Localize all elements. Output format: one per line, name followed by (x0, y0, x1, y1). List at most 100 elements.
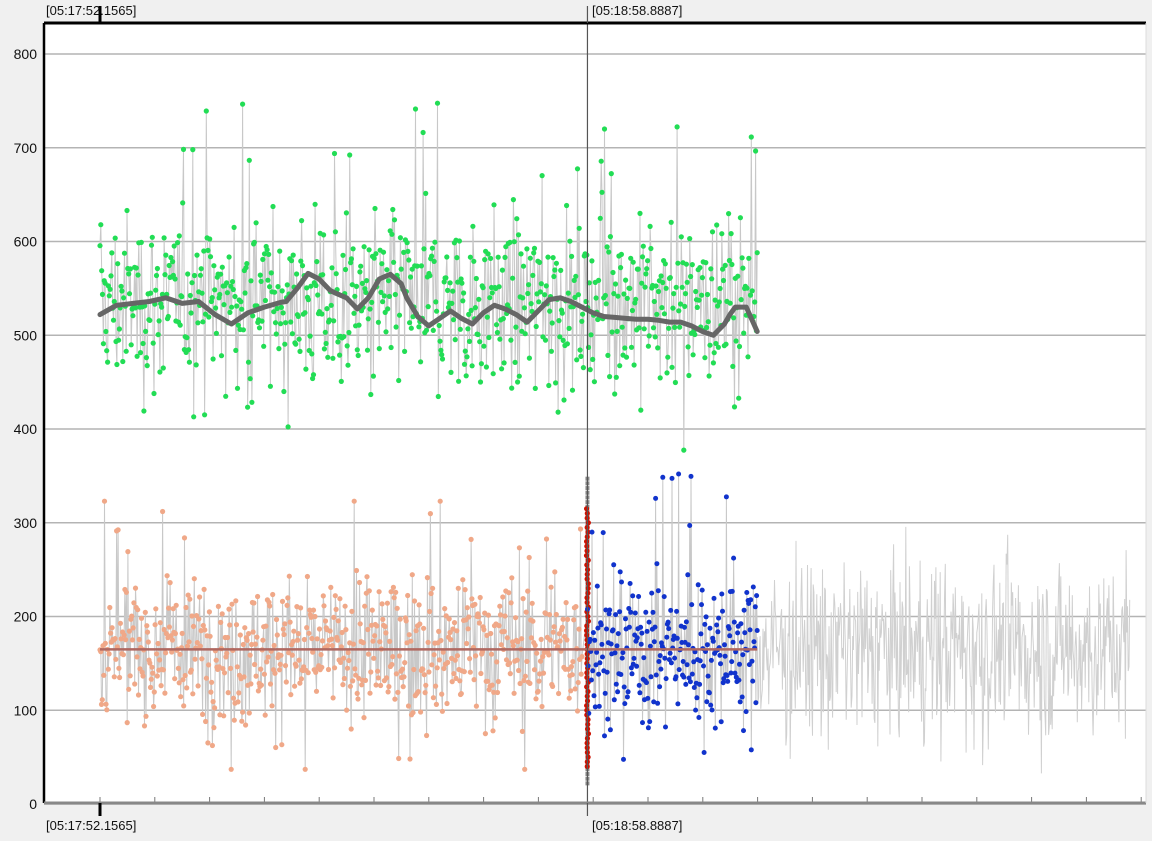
green-point (253, 220, 259, 226)
green-point (297, 348, 303, 354)
green-point (573, 273, 579, 279)
blue-point (720, 680, 726, 686)
blue-point (722, 642, 727, 648)
blue-point (627, 581, 633, 586)
salmon-point (181, 703, 187, 709)
green-point (242, 290, 248, 296)
blue-point (704, 699, 710, 705)
green-point (579, 318, 585, 324)
green-point (493, 322, 500, 328)
green-point (185, 271, 191, 277)
blue-point (643, 609, 649, 615)
green-point (672, 379, 679, 386)
green-point (108, 273, 114, 279)
green-point (288, 258, 295, 264)
green-point (100, 341, 106, 347)
salmon-point (205, 740, 211, 746)
green-point (558, 267, 564, 273)
blue-point (649, 590, 655, 596)
salmon-point (211, 725, 217, 731)
salmon-point (533, 696, 539, 702)
salmon-point (172, 676, 178, 682)
salmon-point (396, 653, 402, 659)
green-point (143, 355, 149, 361)
green-point (290, 252, 296, 258)
green-point (635, 266, 641, 272)
blue-point (744, 590, 750, 595)
green-point (555, 409, 561, 415)
green-point (213, 305, 219, 311)
green-point (486, 334, 492, 341)
blue-point (644, 628, 650, 634)
blue-point (646, 619, 652, 625)
blue-point (685, 642, 691, 648)
salmon-point (555, 644, 561, 650)
green-point (745, 354, 751, 360)
salmon-point (439, 691, 445, 697)
green-point (602, 292, 609, 299)
green-point (342, 266, 349, 273)
blue-point (666, 626, 672, 632)
salmon-point (557, 638, 563, 644)
green-point (663, 285, 669, 291)
blue-point (721, 676, 727, 682)
blue-point (701, 750, 707, 755)
salmon-point (579, 654, 585, 660)
green-point (412, 106, 419, 112)
green-point (247, 376, 253, 382)
blue-point (602, 690, 608, 696)
green-point (624, 295, 630, 301)
green-point (604, 244, 610, 250)
salmon-point (272, 670, 278, 676)
green-point (672, 324, 678, 330)
blue-point (613, 681, 619, 687)
blue-point (641, 655, 647, 661)
salmon-point (354, 690, 360, 697)
blue-point (748, 597, 754, 603)
salmon-point (395, 689, 401, 696)
green-point (332, 229, 338, 235)
green-point (299, 263, 306, 269)
blue-point (651, 699, 657, 705)
green-point (645, 343, 652, 349)
salmon-point (148, 676, 154, 682)
salmon-point (538, 636, 544, 643)
green-point (114, 361, 120, 368)
blue-point (625, 689, 631, 695)
salmon-point (192, 656, 198, 662)
green-point (494, 329, 500, 336)
salmon-point (362, 677, 369, 684)
salmon-point (541, 649, 547, 656)
salmon-point (218, 619, 224, 626)
green-point (256, 325, 263, 331)
green-point (201, 248, 207, 254)
blue-point (590, 668, 596, 674)
blue-point (737, 661, 742, 667)
green-point (685, 344, 691, 350)
salmon-point (242, 625, 248, 631)
green-point (250, 313, 256, 319)
salmon-point (331, 614, 337, 621)
green-point (423, 327, 430, 333)
salmon-point (152, 622, 158, 628)
green-point (133, 265, 139, 271)
salmon-point (577, 526, 584, 532)
green-point (218, 353, 225, 359)
green-point (613, 374, 619, 380)
salmon-point (161, 626, 167, 633)
green-point (655, 288, 662, 295)
salmon-point (564, 637, 570, 643)
green-point (590, 356, 596, 362)
green-point (208, 298, 214, 305)
salmon-point (357, 621, 363, 627)
salmon-point (330, 695, 336, 701)
salmon-point (377, 639, 383, 645)
salmon-point (478, 670, 484, 677)
blue-point (632, 610, 638, 616)
salmon-point (527, 680, 533, 687)
green-point (121, 250, 128, 256)
green-point (404, 240, 410, 246)
salmon-point (106, 651, 112, 657)
blue-point (610, 627, 616, 633)
